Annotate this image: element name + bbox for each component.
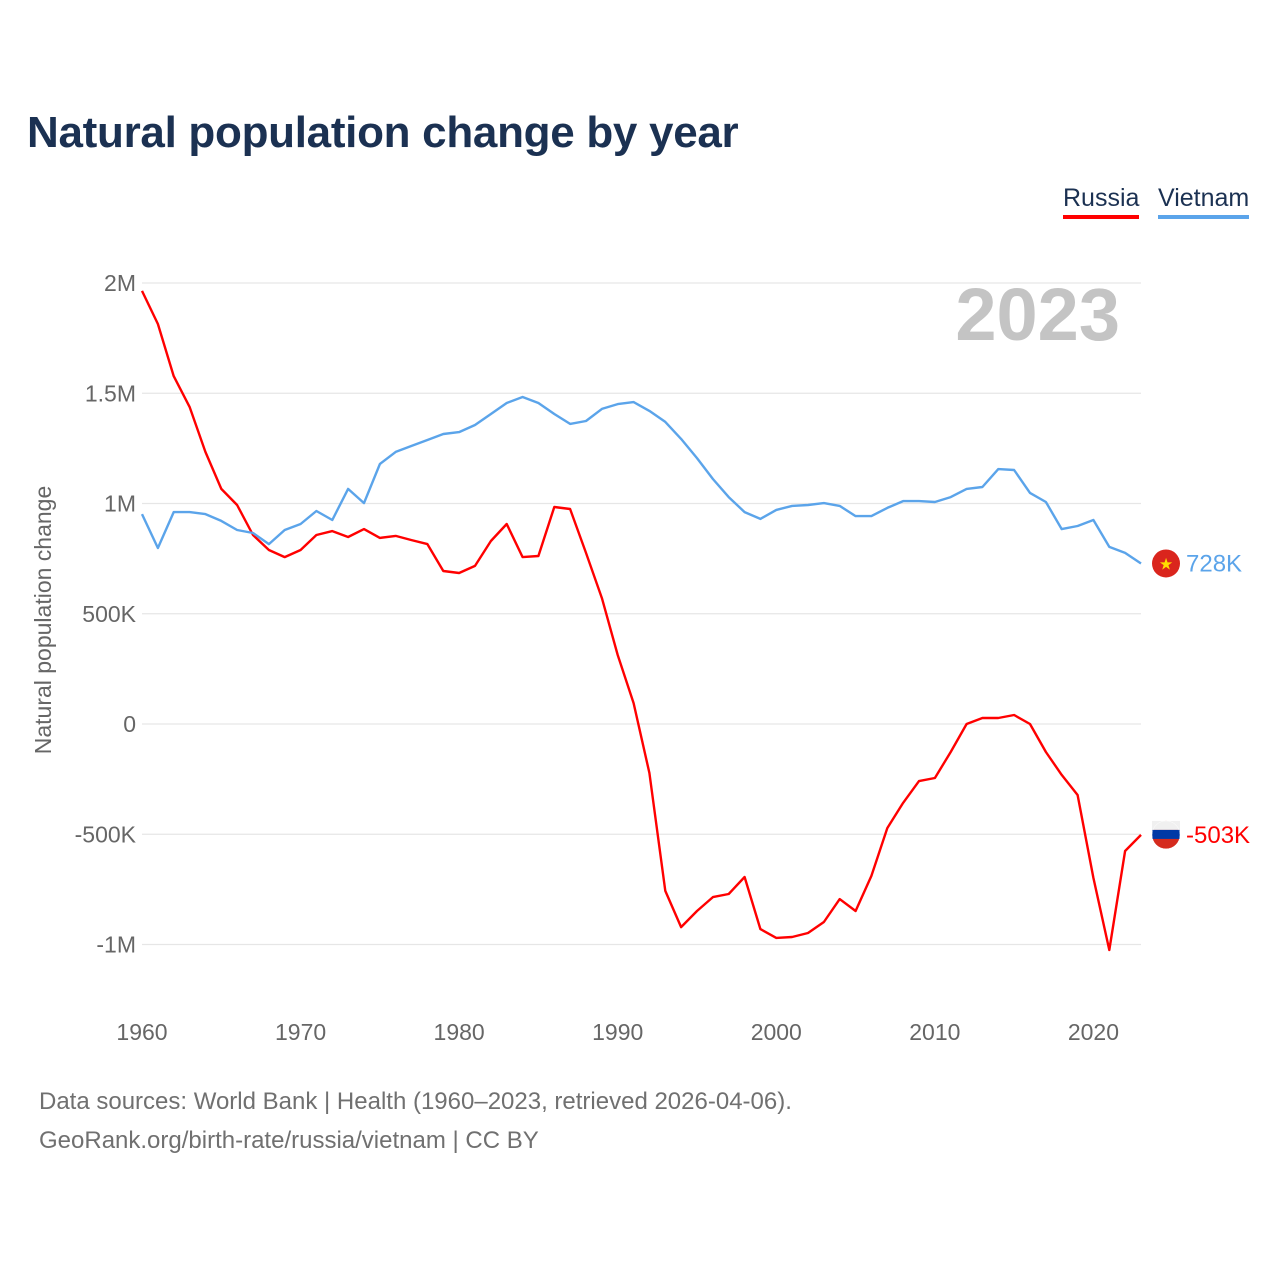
x-tick-label: 2020: [1068, 1019, 1119, 1045]
legend-vietnam[interactable]: Vietnam: [1158, 184, 1250, 219]
x-tick-label: 1960: [116, 1019, 167, 1045]
flag-outline: [1151, 820, 1181, 850]
end-value-label: 728K: [1186, 550, 1242, 577]
vietnam-flag-icon: [1152, 549, 1180, 578]
legend-russia[interactable]: Russia: [1063, 184, 1140, 219]
y-tick-label: -500K: [75, 821, 137, 847]
y-axis-label: Natural population change: [30, 486, 56, 755]
series-line-vietnam: [140, 395, 1142, 565]
end-value-label: -503K: [1186, 822, 1250, 849]
y-tick-label: 1M: [104, 491, 136, 517]
chart-title: Natural population change by year: [27, 108, 739, 157]
x-tick-label: 1990: [592, 1019, 643, 1045]
flag-stripe-blue: [1152, 829, 1180, 839]
series-line-russia: [140, 290, 1142, 952]
x-tick-label: 2010: [909, 1019, 960, 1045]
footer-link[interactable]: GeoRank.org/birth-rate/russia/vietnam | …: [39, 1127, 539, 1154]
year-watermark: 2023: [955, 273, 1120, 356]
flag-star-icon: ★: [1159, 556, 1173, 573]
x-tick-label: 1980: [434, 1019, 485, 1045]
x-tick-label: 1970: [275, 1019, 326, 1045]
y-tick-label: -1M: [96, 932, 136, 958]
y-tick-label: 0: [123, 711, 136, 737]
x-tick-label: 2000: [751, 1019, 802, 1045]
footer-sources: Data sources: World Bank | Health (1960–…: [39, 1088, 792, 1115]
y-tick-label: 500K: [82, 601, 136, 627]
flag-stripe-white: [1152, 820, 1180, 830]
y-tick-label: 2M: [104, 270, 136, 296]
y-tick-label: 1.5M: [85, 380, 136, 406]
